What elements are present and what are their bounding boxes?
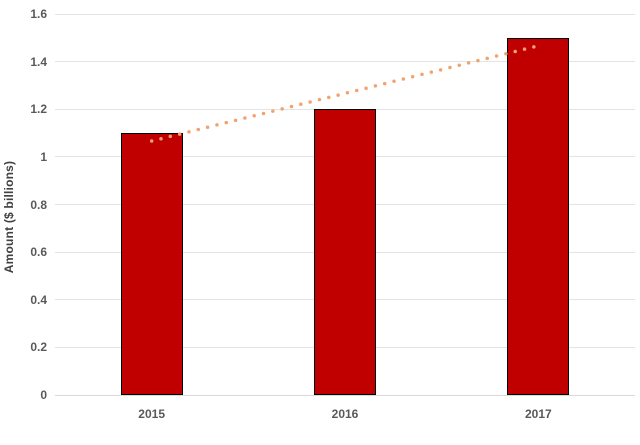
x-tick-label: 2016 [331, 407, 359, 421]
y-tick-label: 0.4 [30, 292, 47, 307]
y-tick-label: 1 [40, 149, 47, 164]
y-tick-label: 0.6 [30, 245, 47, 260]
bar-2017 [507, 37, 570, 395]
y-tick-label: 1.2 [30, 102, 47, 117]
x-tick-label: 2015 [138, 407, 165, 421]
y-tick-label: 1.4 [30, 54, 47, 69]
bar-2015 [120, 133, 183, 395]
x-axis-line [55, 394, 635, 396]
y-tick-label: 0.2 [30, 340, 47, 355]
y-tick-label: 1.6 [30, 7, 47, 21]
x-tick-label: 2017 [524, 407, 552, 421]
bar-2016 [314, 109, 376, 395]
y-tick-label: 0.8 [30, 197, 47, 212]
gridline [55, 13, 635, 15]
y-tick-label: 0 [40, 388, 47, 402]
